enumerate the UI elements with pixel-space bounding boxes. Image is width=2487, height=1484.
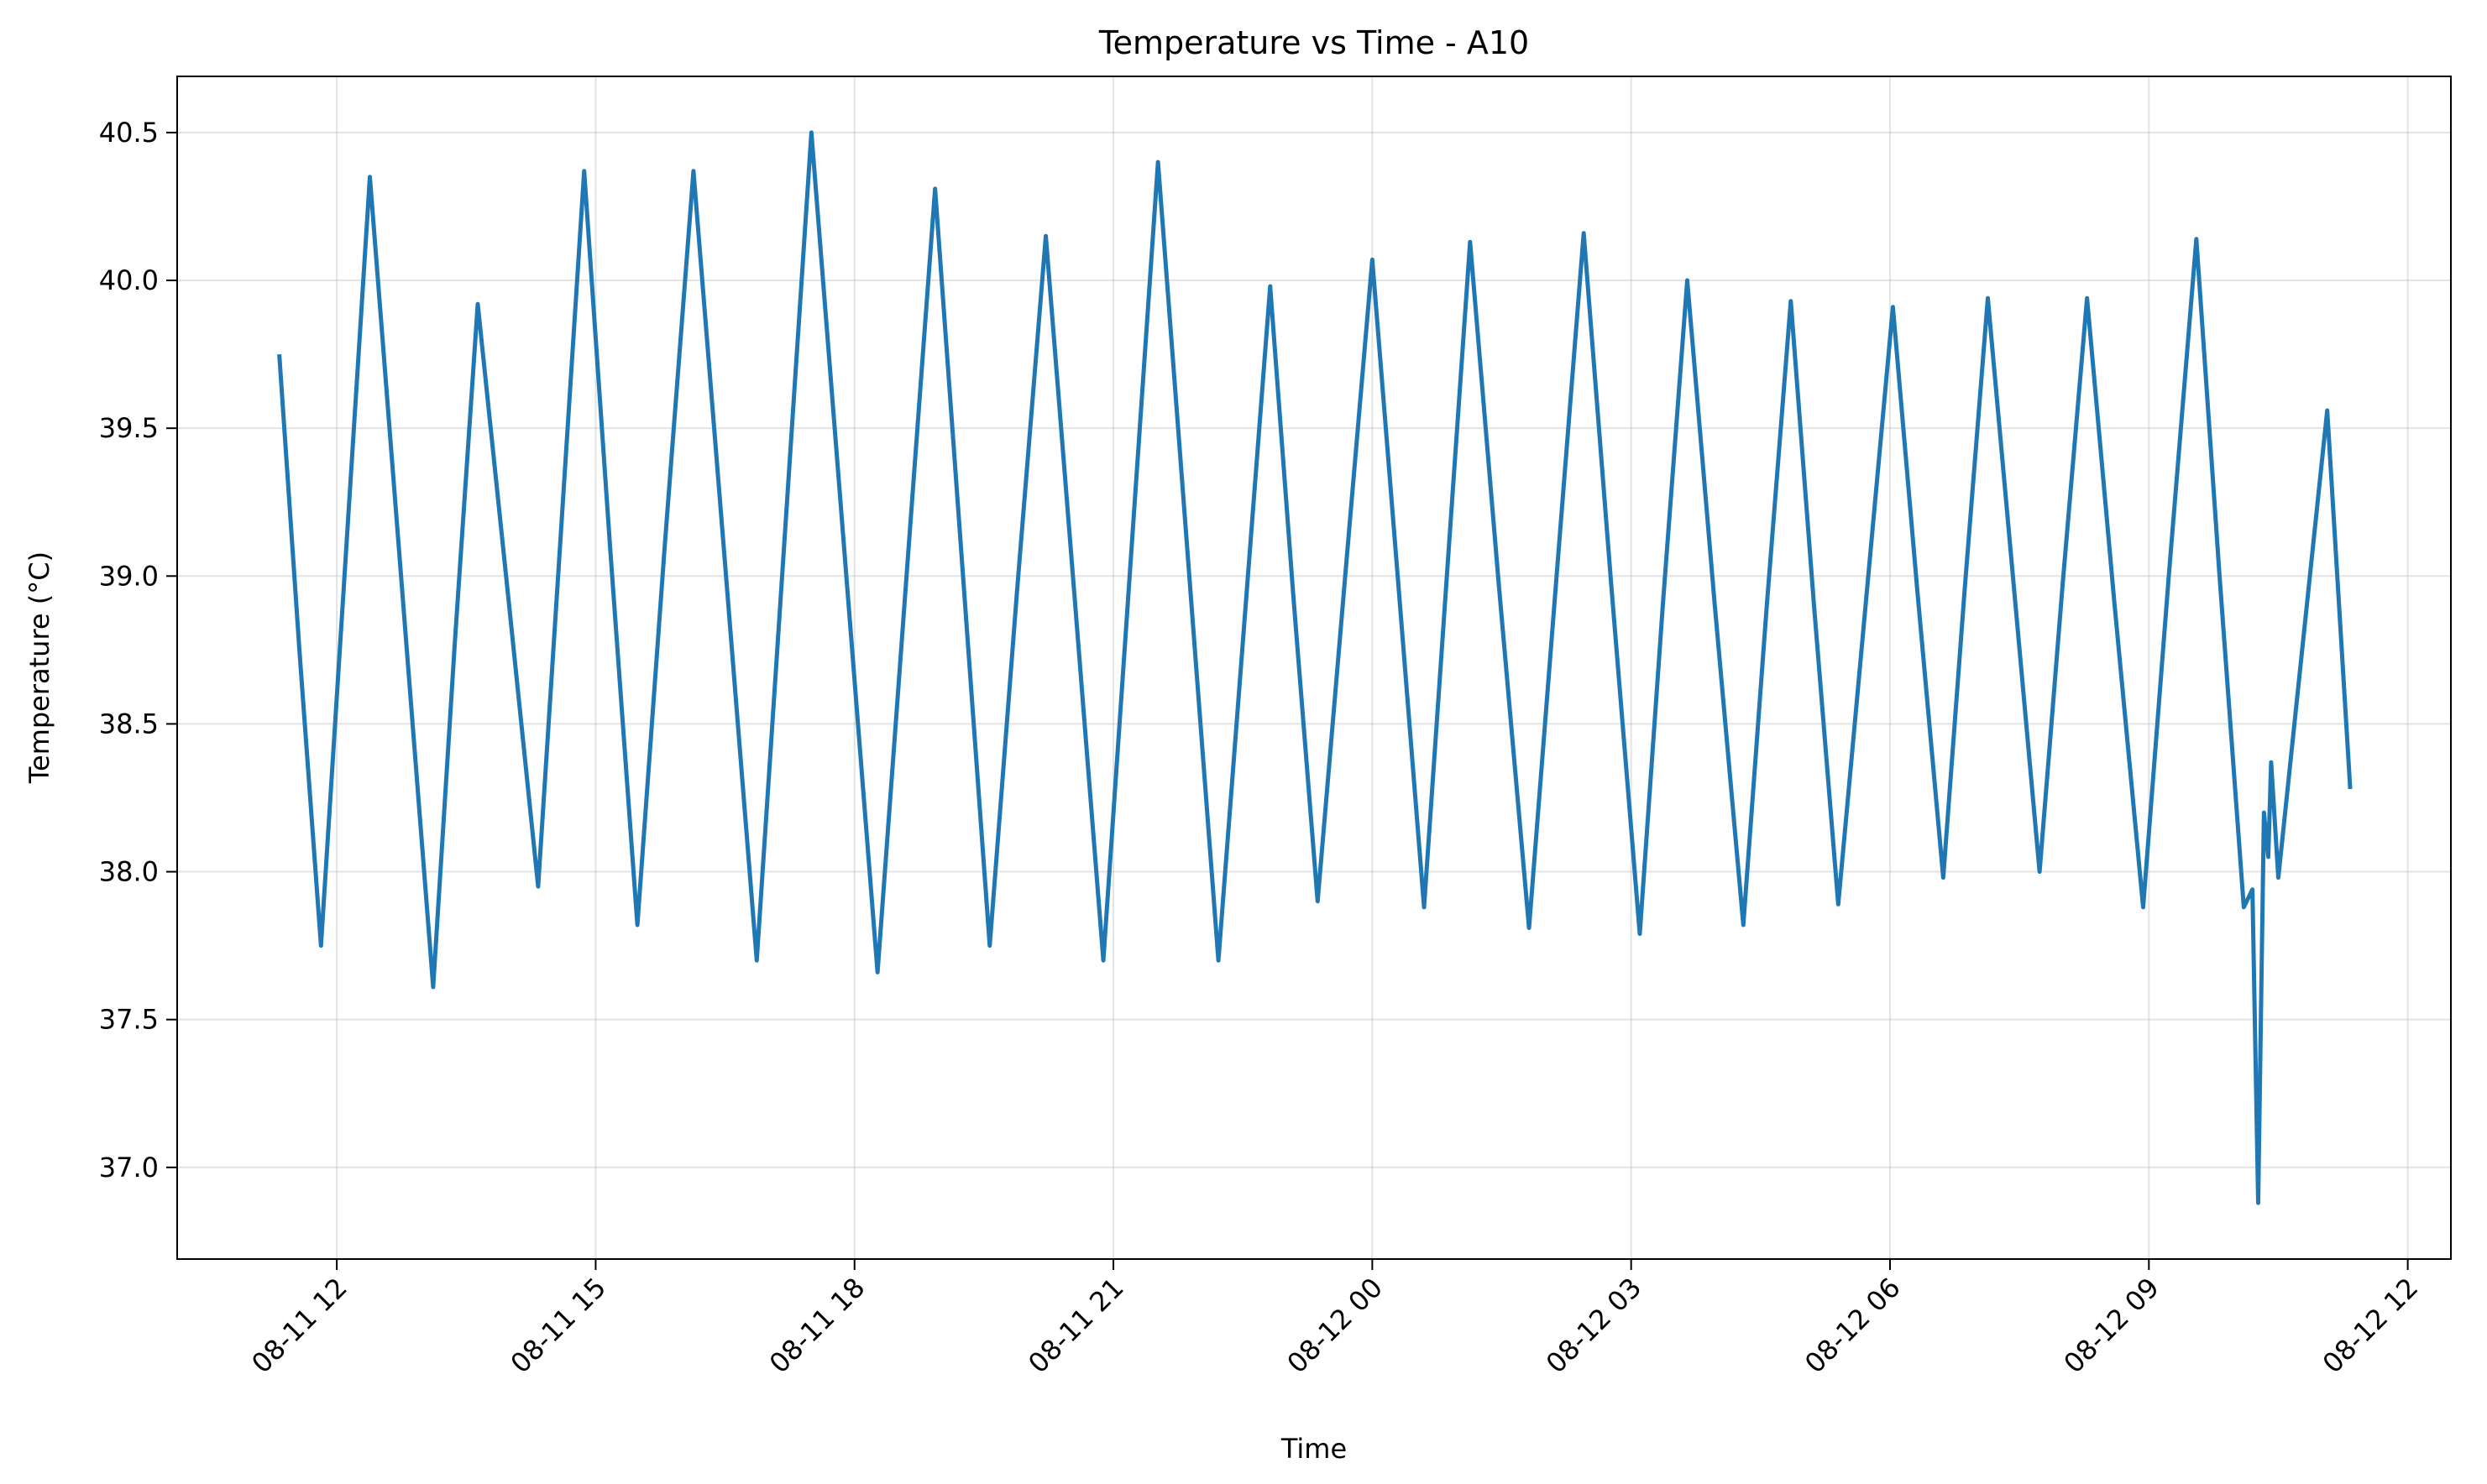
y-axis-label: Temperature (°C)	[24, 551, 55, 784]
y-tick-label: 40.5	[99, 117, 159, 149]
data-line	[277, 130, 2353, 1205]
y-tick-label: 38.5	[99, 708, 159, 739]
y-tick-label: 40.0	[99, 264, 159, 296]
chart-title: Temperature vs Time - A10	[1098, 24, 1529, 61]
x-axis-label: Time	[1280, 1433, 1347, 1465]
y-tick-label: 38.0	[99, 856, 159, 888]
plot-frame	[176, 76, 2452, 1260]
y-tick-label: 37.0	[99, 1152, 159, 1184]
y-tick-label: 37.5	[99, 1004, 159, 1036]
y-tick-label: 39.0	[99, 560, 159, 592]
y-tick-label: 39.5	[99, 412, 159, 444]
